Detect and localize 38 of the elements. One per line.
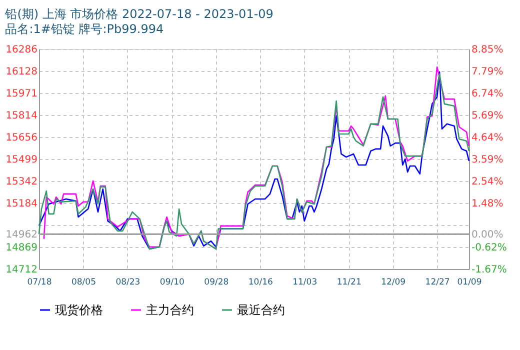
y-tick-label: 15499 <box>6 154 38 166</box>
y2-tick-label: 6.74% <box>472 88 504 100</box>
x-tick-label: 10/16 <box>248 278 273 288</box>
x-tick-label: 12/09 <box>381 278 406 288</box>
y-tick-label: 15656 <box>6 132 38 144</box>
x-tick-label: 08/05 <box>71 278 96 288</box>
y2-tick-label: 1.48% <box>472 198 504 210</box>
y2-tick-label: 3.59% <box>472 154 504 166</box>
x-tick-label: 07/18 <box>27 278 52 288</box>
y2-tick-label: 4.64% <box>472 132 504 144</box>
y-tick-label: 15971 <box>6 88 38 100</box>
y-tick-label: 15184 <box>6 198 38 210</box>
y2-tick-label: -0.62% <box>472 242 507 254</box>
x-tick-label: 11/03 <box>292 278 318 288</box>
y2-tick-label: 7.79% <box>472 66 504 78</box>
y2-tick-label: 8.85% <box>472 44 504 56</box>
y-tick-label: 16128 <box>6 66 38 78</box>
y2-tick-label: -1.67% <box>472 264 507 276</box>
y2-tick-label: 2.54% <box>472 176 504 188</box>
chart-subtitle: 品名:1#铅锭 牌号:Pb99.994 <box>5 22 164 36</box>
y-tick-label: 14869 <box>6 242 38 254</box>
y2-tick-label: 0.00% <box>472 230 504 241</box>
y-tick-label: 14962 <box>6 230 38 241</box>
y2-tick-label: 5.69% <box>472 110 504 122</box>
chart-title: 铅(期) 上海 市场价格 2022-07-18 - 2023-01-09 <box>4 7 274 21</box>
y-tick-label: 16286 <box>6 44 38 56</box>
legend-label: 最近合约 <box>237 303 285 317</box>
x-tick-label: 09/28 <box>204 278 229 288</box>
x-tick-label: 01/09 <box>457 278 482 288</box>
x-tick-label: 09/10 <box>160 278 184 288</box>
y-tick-label: 15342 <box>6 176 38 188</box>
legend-label: 现货价格 <box>55 303 103 317</box>
x-tick-label: 08/23 <box>116 278 140 288</box>
x-tick-label: 11/21 <box>336 278 362 288</box>
y-tick-label: 15814 <box>6 110 38 122</box>
y-tick-label: 14712 <box>6 264 38 276</box>
x-tick-label: 12/27 <box>425 278 450 288</box>
legend-label: 主力合约 <box>146 303 194 317</box>
